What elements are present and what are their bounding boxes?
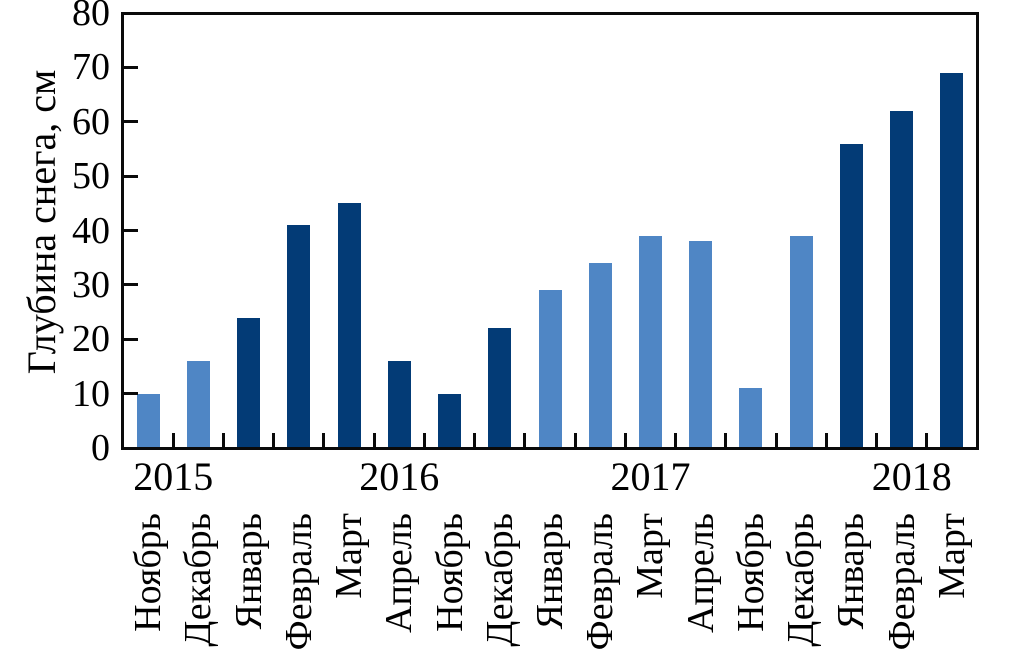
y-tick-label: 20	[72, 318, 110, 361]
bar-январь-29	[538, 290, 562, 447]
x-axis-tick	[623, 433, 627, 447]
bar-февраль-62	[890, 110, 914, 447]
y-tick-label: 60	[72, 100, 110, 143]
x-axis-tick	[573, 433, 577, 447]
y-tick-label: 0	[91, 427, 110, 469]
x-tick-label-month: Февраль	[579, 513, 622, 651]
y-axis-tick	[124, 120, 138, 124]
x-axis-tick	[422, 433, 426, 447]
x-year-label-2016: 2016	[359, 454, 440, 499]
x-tick-label-month: Декабрь	[478, 513, 521, 647]
bar-ноябрь-11	[739, 388, 763, 447]
x-axis-tick	[824, 433, 828, 447]
x-tick-label-month: Апрель	[378, 513, 421, 633]
y-axis-tick	[124, 174, 138, 178]
x-axis-tick	[221, 433, 225, 447]
x-axis-tick	[372, 433, 376, 447]
x-axis-tick	[774, 433, 778, 447]
x-axis-tick	[724, 433, 728, 447]
y-tick-label: 80	[72, 0, 110, 34]
x-tick-label-month: Февраль	[880, 513, 923, 651]
x-tick-label-month: Март	[629, 513, 672, 599]
bar-апрель-16	[387, 361, 411, 447]
y-tick-label: 40	[72, 209, 110, 252]
x-year-label-2018: 2018	[871, 454, 952, 499]
bar-апрель-38	[689, 241, 713, 447]
x-tick-label-month: Февраль	[277, 513, 320, 651]
x-tick-label-month: Январь	[830, 513, 873, 630]
x-year-label-2015: 2015	[133, 454, 214, 499]
x-tick-label-month: Декабрь	[780, 513, 823, 647]
x-tick-label-month: Апрель	[679, 513, 722, 633]
x-year-label-2017: 2017	[610, 454, 691, 499]
y-tick-label: 30	[72, 263, 110, 306]
y-axis-tick	[124, 65, 138, 69]
bar-декабрь-39	[789, 235, 813, 447]
bar-март-45	[337, 203, 361, 447]
bar-февраль-41	[287, 225, 311, 447]
x-axis-tick	[171, 433, 175, 447]
x-tick-label-month: Январь	[529, 513, 571, 630]
x-axis-tick	[523, 433, 527, 447]
bar-декабрь-16	[186, 361, 210, 447]
x-tick-label-month: Декабрь	[177, 513, 220, 647]
bar-февраль-34	[588, 263, 612, 447]
x-axis-tick	[925, 433, 929, 447]
x-axis-tick	[322, 433, 326, 447]
y-tick-label: 10	[72, 372, 110, 415]
y-axis-tick	[124, 392, 138, 396]
y-axis-tick	[124, 337, 138, 341]
y-tick-label: 70	[72, 46, 110, 89]
bar-январь-56	[839, 143, 863, 447]
x-tick-label-month: Январь	[227, 513, 270, 630]
x-axis-tick	[674, 433, 678, 447]
x-tick-label-month: Ноябрь	[729, 513, 772, 632]
bar-ноябрь-10	[438, 393, 462, 447]
y-tick-label: 50	[72, 155, 110, 198]
x-tick-label-month: Ноябрь	[428, 513, 471, 632]
y-axis-tick	[124, 229, 138, 232]
bar-март-69	[940, 72, 964, 447]
x-axis-tick	[875, 433, 879, 447]
bar-декабрь-22	[488, 328, 512, 447]
y-axis-tick	[124, 283, 138, 287]
bar-март-39	[638, 235, 662, 447]
bar-ноябрь-10	[136, 393, 160, 447]
x-tick-label-month: Ноябрь	[127, 513, 170, 632]
x-tick-label-month: Март	[930, 513, 973, 599]
x-axis-tick	[272, 433, 276, 447]
x-axis-tick	[473, 433, 477, 447]
x-tick-label-month: Март	[328, 513, 371, 599]
bar-январь-24	[237, 317, 261, 447]
